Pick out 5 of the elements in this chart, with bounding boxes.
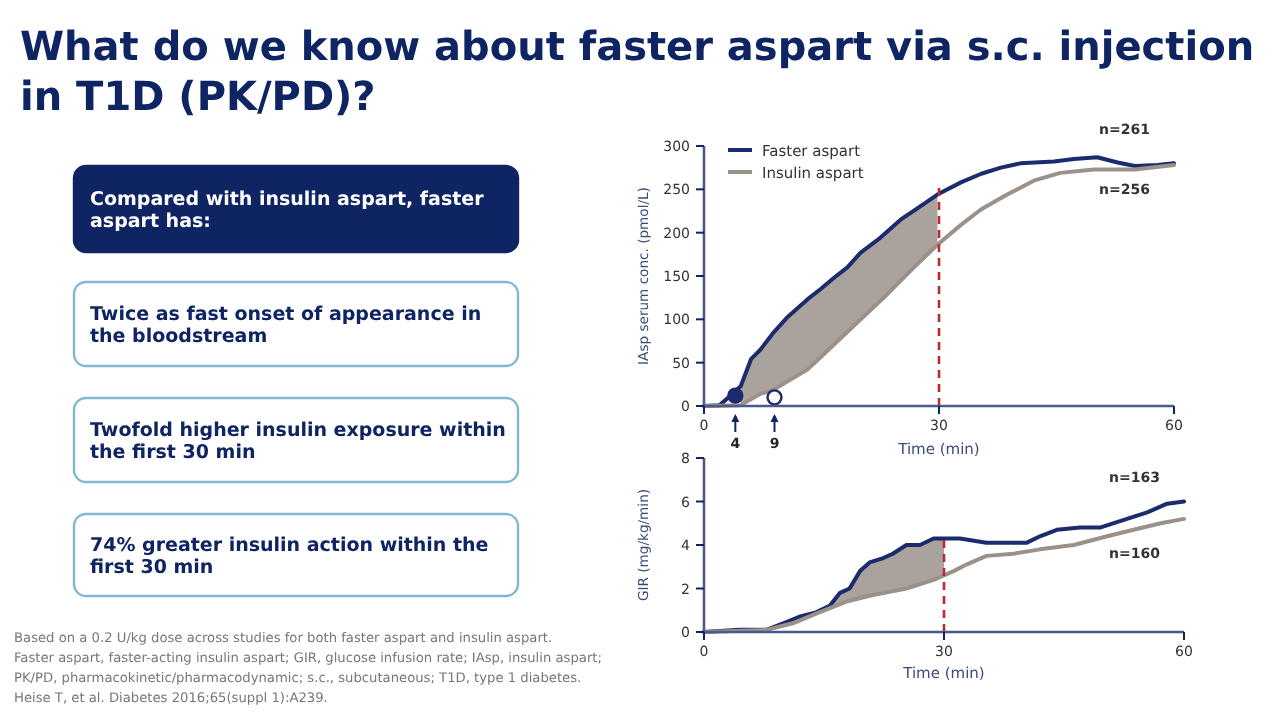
text: Twice as fast onset of appearance in the bloodstream bbox=[90, 304, 482, 348]
text: 74% greater insulin action within the first 30 min bbox=[90, 535, 489, 579]
text: What do we know about faster aspart via s.c. injection in T1D (PK/PD)? bbox=[20, 22, 1255, 120]
text: Twofold higher insulin exposure within the first 30 min bbox=[90, 420, 507, 464]
text: Compared with insulin aspart, faster aspart has: bbox=[90, 189, 485, 233]
